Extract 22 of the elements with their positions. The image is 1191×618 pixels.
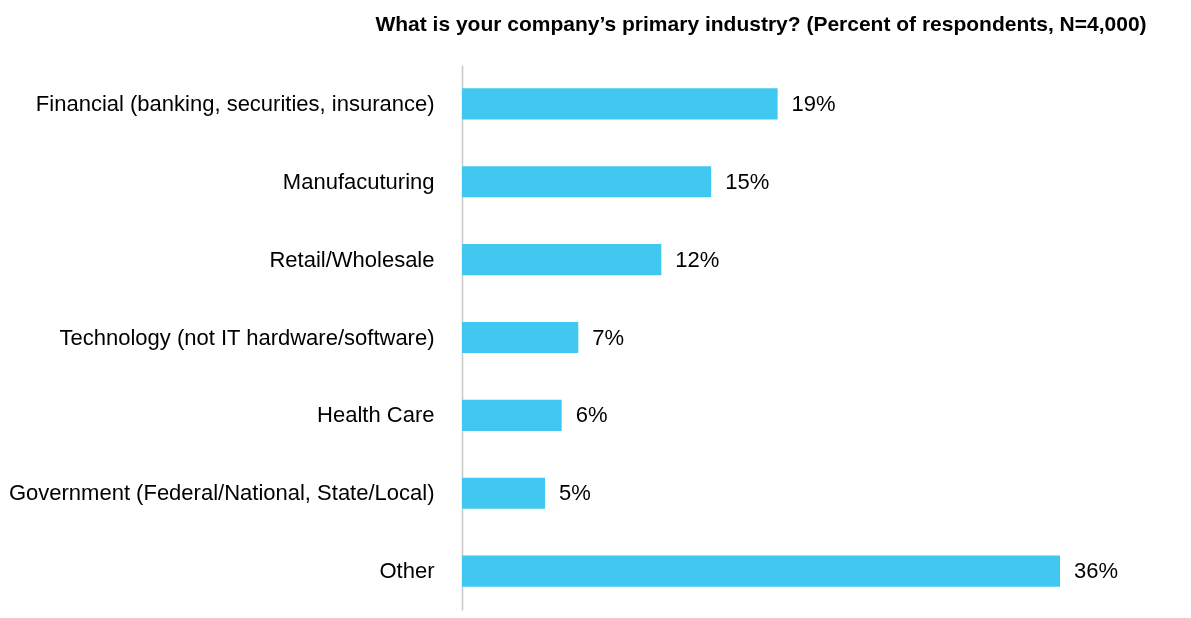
y-tick-label: Government (Federal/National, State/Local) xyxy=(8,480,435,506)
chart-title: What is your company’s primary industry? (Percent of respondents, N=4,000) xyxy=(375,12,1147,35)
data-label: 7% xyxy=(592,324,625,350)
bar xyxy=(462,555,1060,587)
bar xyxy=(462,321,579,354)
data-label: 19% xyxy=(791,90,836,116)
data-label: 12% xyxy=(675,246,720,272)
bar xyxy=(462,399,562,431)
y-tick-label: Financial (banking, securities, insurance) xyxy=(35,90,435,116)
y-tick-label: Technology (not IT hardware/software) xyxy=(59,324,435,350)
bar xyxy=(462,166,712,198)
y-tick-label: Manufacuturing xyxy=(282,168,435,194)
data-label: 15% xyxy=(725,168,770,194)
y-tick-label: Retail/Wholesale xyxy=(269,246,435,272)
bar xyxy=(462,244,662,276)
bar xyxy=(462,88,778,120)
data-label: 6% xyxy=(575,402,608,428)
y-tick-label: Health Care xyxy=(317,402,435,428)
data-label: 36% xyxy=(1074,558,1119,584)
data-label: 5% xyxy=(559,480,591,506)
y-tick-label: Other xyxy=(379,558,435,584)
bar xyxy=(462,477,546,509)
